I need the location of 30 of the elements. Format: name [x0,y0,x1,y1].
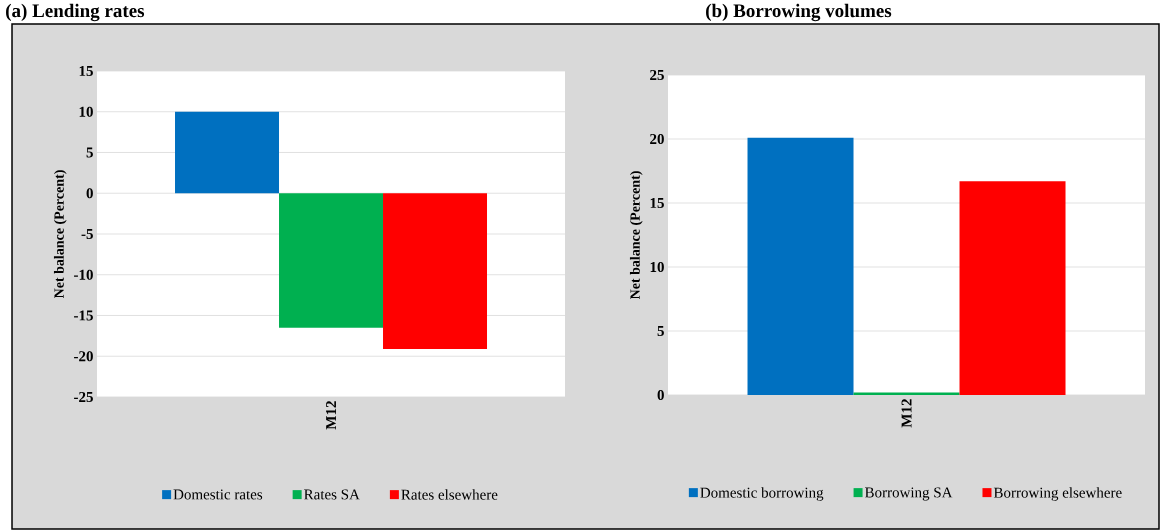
y-tick-label: 0 [657,389,664,401]
legend-label: Borrowing elsewhere [993,487,1122,501]
y-tick-label: 10 [79,106,93,117]
y-axis-title: Net balance (Percent) [629,171,643,300]
legend-label: Rates elsewhere [401,489,498,500]
y-tick-label: 15 [79,65,93,76]
y-tick-label: 0 [86,188,93,199]
legend-label: Domestic rates [173,489,263,500]
y-tick-label: -5 [81,228,93,239]
y-tick-label: 25 [650,69,664,81]
y-tick-label: 5 [86,147,93,158]
y-tick-label: -10 [74,269,93,280]
bar [853,392,960,395]
chart-title: (b) Borrowing volumes [706,3,892,22]
y-tick-label: 20 [650,133,664,145]
legend-label: Rates SA [304,489,360,500]
y-tick-label: 10 [650,261,664,273]
x-tick-label: M12 [901,399,912,428]
x-tick-label: M12 [326,401,336,430]
chart-title: (a) Lending rates [6,3,145,22]
y-tick-label: -15 [74,310,93,321]
y-tick-label: 5 [657,325,664,336]
bar [959,181,1066,395]
y-axis-title: Net balance (Percent) [53,170,67,299]
bar [747,137,854,395]
legend-label: Borrowing SA [865,487,953,501]
y-tick-label: 15 [650,197,664,208]
y-tick-label: -20 [74,351,93,362]
legend-label: Domestic borrowing [700,487,824,501]
y-tick-label: -25 [74,391,93,403]
